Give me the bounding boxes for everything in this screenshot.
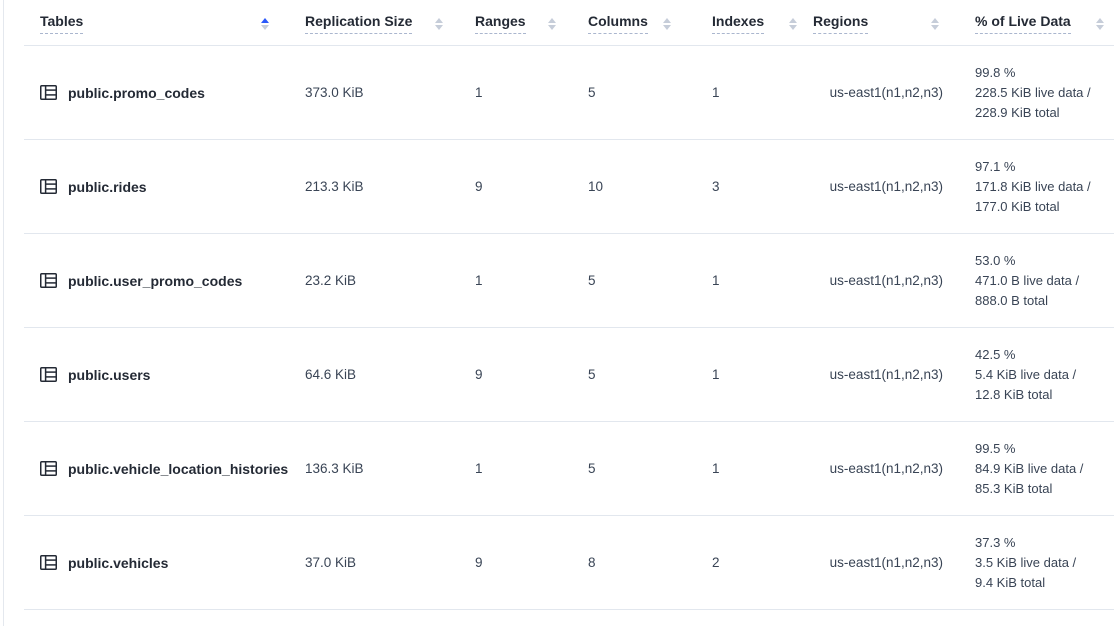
live-data-amount: 84.9 KiB live data / [975,460,1084,476]
page-left-edge-divider [3,0,4,626]
live-data-percent: 99.5 % [975,440,1016,456]
table-row[interactable]: public.promo_codes 373.0 KiB 1 5 1 us-ea… [24,46,1114,140]
indexes-cell: 1 [712,273,720,288]
ranges-cell: 9 [475,555,483,570]
column-header-label: Indexes [712,13,765,34]
regions-cell: us-east1(n1,n2,n3) [829,555,943,570]
column-header-regions[interactable]: Regions [813,13,963,34]
columns-cell: 8 [588,555,596,570]
indexes-cell: 1 [712,85,720,100]
live-data-cell: 42.5 % 5.4 KiB live data / 12.8 KiB tota… [963,345,1114,405]
tables-table: Tables Replication Size Ranges Columns I… [24,0,1114,610]
columns-cell: 5 [588,273,596,288]
indexes-cell: 1 [712,461,720,476]
table-icon [40,461,57,476]
replication-size-cell: 64.6 KiB [305,367,357,382]
indexes-cell: 1 [712,367,720,382]
live-data-percent: 42.5 % [975,346,1016,362]
columns-cell: 10 [588,179,604,194]
regions-cell: us-east1(n1,n2,n3) [829,85,943,100]
live-data-amount: 471.0 B live data / [975,272,1080,288]
total-data-amount: 228.9 KiB total [975,104,1060,120]
column-header-live-data[interactable]: % of Live Data [963,13,1114,34]
replication-size-cell: 136.3 KiB [305,461,364,476]
column-header-replication-size[interactable]: Replication Size [305,13,475,34]
live-data-cell: 97.1 % 171.8 KiB live data / 177.0 KiB t… [963,157,1114,217]
total-data-amount: 9.4 KiB total [975,574,1046,590]
total-data-amount: 12.8 KiB total [975,386,1053,402]
total-data-amount: 85.3 KiB total [975,480,1053,496]
column-header-label: Regions [813,13,869,34]
table-name-link[interactable]: public.user_promo_codes [68,272,243,289]
ranges-cell: 1 [475,273,483,288]
table-name-link[interactable]: public.promo_codes [68,84,205,101]
regions-cell: us-east1(n1,n2,n3) [829,367,943,382]
live-data-cell: 99.8 % 228.5 KiB live data / 228.9 KiB t… [963,63,1114,123]
regions-cell: us-east1(n1,n2,n3) [829,179,943,194]
replication-size-cell: 213.3 KiB [305,179,364,194]
columns-cell: 5 [588,461,596,476]
column-header-ranges[interactable]: Ranges [475,13,588,34]
table-row[interactable]: public.vehicle_location_histories 136.3 … [24,422,1114,516]
ranges-cell: 1 [475,85,483,100]
live-data-cell: 37.3 % 3.5 KiB live data / 9.4 KiB total [963,533,1114,593]
column-header-tables[interactable]: Tables [24,13,305,34]
ranges-cell: 9 [475,179,483,194]
table-row[interactable]: public.vehicles 37.0 KiB 9 8 2 us-east1(… [24,516,1114,610]
column-header-label: Columns [588,13,648,34]
live-data-amount: 5.4 KiB live data / [975,366,1077,382]
column-header-label: Replication Size [305,13,413,34]
indexes-cell: 2 [712,555,720,570]
table-icon [40,179,57,194]
column-header-columns[interactable]: Columns [588,13,712,34]
regions-cell: us-east1(n1,n2,n3) [829,273,943,288]
ranges-cell: 1 [475,461,483,476]
live-data-percent: 99.8 % [975,64,1016,80]
total-data-amount: 177.0 KiB total [975,198,1060,214]
column-header-label: Tables [40,13,84,34]
table-name-link[interactable]: public.vehicles [68,554,169,571]
regions-cell: us-east1(n1,n2,n3) [829,461,943,476]
column-header-indexes[interactable]: Indexes [712,13,813,34]
table-icon [40,367,57,382]
sort-carets-icon[interactable] [789,17,797,30]
table-name-link[interactable]: public.rides [68,178,147,195]
indexes-cell: 3 [712,179,720,194]
table-row[interactable]: public.users 64.6 KiB 9 5 1 us-east1(n1,… [24,328,1114,422]
columns-cell: 5 [588,85,596,100]
table-icon [40,85,57,100]
table-row[interactable]: public.rides 213.3 KiB 9 10 3 us-east1(n… [24,140,1114,234]
replication-size-cell: 23.2 KiB [305,273,357,288]
table-name-link[interactable]: public.vehicle_location_histories [68,460,289,477]
live-data-cell: 53.0 % 471.0 B live data / 888.0 B total [963,251,1114,311]
live-data-cell: 99.5 % 84.9 KiB live data / 85.3 KiB tot… [963,439,1114,499]
live-data-percent: 37.3 % [975,534,1016,550]
live-data-percent: 53.0 % [975,252,1016,268]
sort-carets-icon[interactable] [261,17,269,30]
live-data-amount: 228.5 KiB live data / [975,84,1091,100]
replication-size-cell: 373.0 KiB [305,85,364,100]
live-data-percent: 97.1 % [975,158,1016,174]
sort-carets-icon[interactable] [931,17,939,30]
total-data-amount: 888.0 B total [975,292,1048,308]
live-data-amount: 171.8 KiB live data / [975,178,1091,194]
sort-carets-icon[interactable] [435,17,443,30]
table-name-link[interactable]: public.users [68,366,151,383]
table-row[interactable]: public.user_promo_codes 23.2 KiB 1 5 1 u… [24,234,1114,328]
column-header-label: % of Live Data [975,13,1071,34]
ranges-cell: 9 [475,367,483,382]
table-icon [40,273,57,288]
sort-carets-icon[interactable] [1096,17,1104,30]
live-data-amount: 3.5 KiB live data / [975,554,1077,570]
columns-cell: 5 [588,367,596,382]
sort-carets-icon[interactable] [548,17,556,30]
table-icon [40,555,57,570]
replication-size-cell: 37.0 KiB [305,555,357,570]
table-header-row: Tables Replication Size Ranges Columns I… [24,0,1114,46]
column-header-label: Ranges [475,13,526,34]
sort-carets-icon[interactable] [663,17,671,30]
